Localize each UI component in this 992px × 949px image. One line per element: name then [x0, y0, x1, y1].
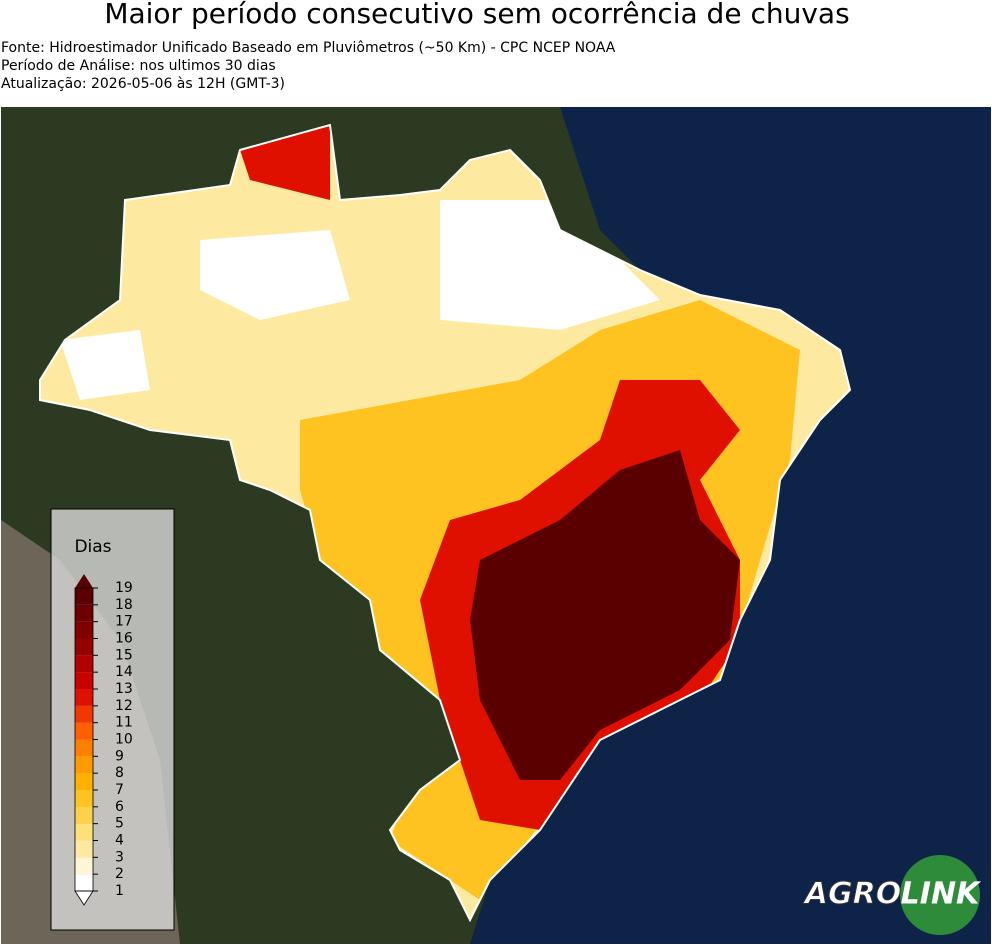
colorbar-segment	[75, 705, 93, 723]
colorbar-tick-label: 14	[115, 664, 133, 680]
colorbar-segment	[75, 689, 93, 706]
logo-right: LINK	[901, 877, 982, 912]
colorbar-tick-label: 5	[115, 816, 124, 832]
update-line: Atualização: 2026-05-06 às 12H (GMT-3)	[1, 76, 285, 92]
colorbar-segment	[75, 604, 93, 622]
colorbar-segment	[75, 655, 93, 673]
colorbar-tick-label: 8	[115, 765, 124, 781]
colorbar-segment	[75, 840, 93, 858]
colorbar-segment	[75, 874, 93, 891]
colorbar-segment	[75, 857, 93, 875]
colorbar-tick-label: 7	[115, 782, 124, 798]
period-line: Período de Análise: nos ultimos 30 dias	[1, 58, 276, 74]
colorbar-tick-label: 2	[115, 866, 124, 882]
colorbar-tick-label: 4	[115, 833, 124, 849]
colorbar-tick-label: 1	[115, 883, 124, 899]
colorbar-segment	[75, 806, 93, 824]
legend-box	[50, 508, 175, 931]
colorbar-tick-label: 10	[115, 732, 133, 748]
colorbar-tick-label: 13	[115, 681, 133, 697]
colorbar-tick-label: 9	[115, 748, 124, 764]
colorbar-tick-label: 18	[115, 597, 133, 613]
colorbar-tick-label: 6	[115, 799, 124, 815]
colorbar-tick-label: 12	[115, 698, 133, 714]
colorbar-tick-label: 17	[115, 614, 133, 630]
colorbar-segment	[75, 773, 93, 790]
colorbar-tick-label: 19	[115, 580, 133, 596]
legend-title: Dias	[74, 537, 111, 557]
source-line: Fonte: Hidroestimador Unificado Baseado …	[1, 40, 616, 56]
colorbar-arrow-top	[75, 574, 93, 588]
colorbar-segment	[75, 722, 93, 740]
colorbar-segment	[75, 756, 93, 774]
colorbar-segment	[75, 823, 93, 841]
colorbar-segment	[75, 588, 93, 605]
colorbar-segment	[75, 621, 93, 639]
logo-left: AGRO	[803, 877, 901, 912]
colorbar-tick-label: 16	[115, 631, 133, 647]
map	[1, 107, 991, 944]
title: Maior período consecutivo sem ocorrência…	[104, 0, 849, 30]
colorbar-tick-label: 15	[115, 647, 133, 663]
colorbar-tick-label: 11	[115, 715, 133, 731]
colorbar-segment	[75, 672, 93, 689]
colorbar-segment	[75, 739, 93, 757]
logo-circle	[900, 855, 980, 935]
colorbar-segment	[75, 790, 93, 807]
colorbar-segment	[75, 638, 93, 656]
border	[39, 123, 852, 923]
colorbar-tick-label: 3	[115, 849, 124, 865]
